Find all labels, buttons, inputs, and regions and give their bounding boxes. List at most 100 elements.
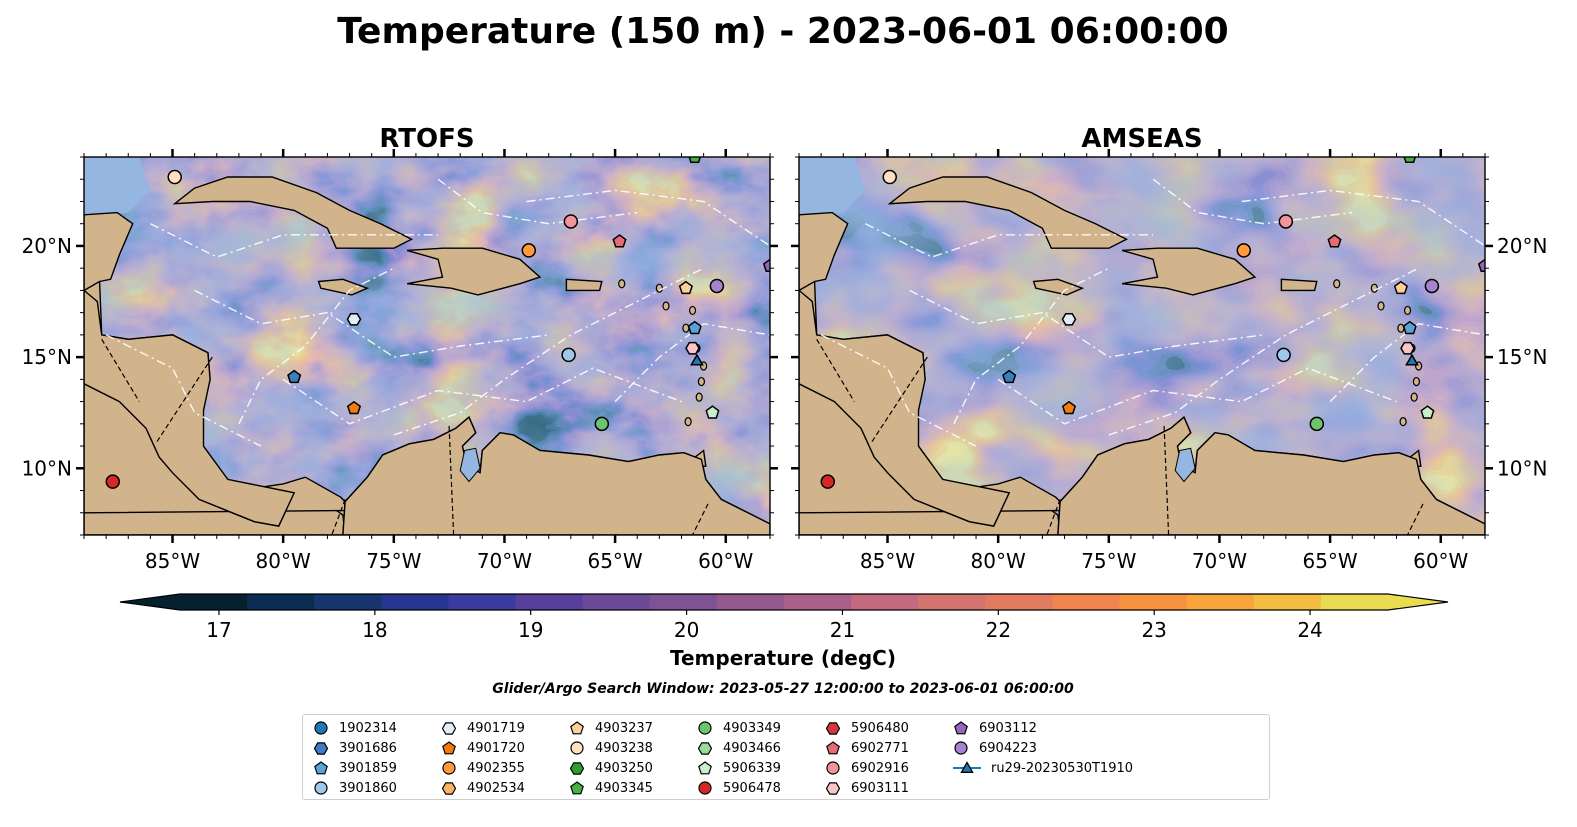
land-hispaniola bbox=[406, 247, 542, 296]
legend-label: 5906480 bbox=[851, 720, 909, 736]
observation-marker bbox=[1309, 416, 1325, 432]
legend-marker-icon bbox=[441, 722, 457, 735]
lat-tick-label: 20°N bbox=[1497, 234, 1547, 258]
boundary-line bbox=[150, 223, 439, 258]
figure-title: Temperature (150 m) - 2023-06-01 06:00:0… bbox=[337, 11, 1228, 52]
colorbar-segment bbox=[1186, 594, 1255, 610]
lon-tick-label: 70°W bbox=[1192, 549, 1247, 573]
land-central-america bbox=[84, 289, 296, 527]
legend-marker-icon bbox=[442, 761, 456, 775]
observation-marker bbox=[1061, 400, 1077, 415]
legend-label: 5906339 bbox=[723, 760, 781, 776]
country-border bbox=[1046, 499, 1061, 535]
lon-tick-label: 75°W bbox=[1081, 549, 1136, 573]
legend-marker-icon bbox=[953, 761, 981, 773]
legend-label: 4903237 bbox=[595, 720, 653, 736]
boundary-line bbox=[526, 189, 770, 247]
colorbar-extend-max bbox=[1388, 594, 1448, 610]
boundary-line bbox=[614, 323, 770, 403]
legend-marker-icon bbox=[314, 761, 328, 775]
legend-marker-icon bbox=[313, 742, 329, 755]
legend-marker-icon bbox=[954, 721, 968, 735]
colorbar-segment bbox=[1052, 594, 1121, 610]
observation-marker bbox=[678, 280, 693, 295]
boundary-line bbox=[393, 267, 704, 436]
legend-item: 4903466 bbox=[697, 738, 781, 758]
land-jamaica bbox=[317, 278, 370, 296]
observation-marker bbox=[1276, 347, 1291, 363]
country-border bbox=[448, 425, 455, 535]
colorbar-segment bbox=[247, 594, 315, 610]
legend-marker-icon bbox=[698, 761, 712, 775]
legend-item: 3901859 bbox=[313, 758, 397, 778]
colorbar-tick-label: 19 bbox=[518, 618, 543, 642]
observation-marker bbox=[287, 369, 302, 384]
observation-marker bbox=[167, 169, 182, 185]
legend-item: 4902355 bbox=[441, 758, 525, 778]
observation-marker bbox=[762, 258, 770, 272]
country-border bbox=[101, 338, 140, 402]
boundary-line bbox=[1241, 189, 1485, 247]
legend-marker-icon bbox=[570, 741, 584, 755]
boundary-line bbox=[1329, 323, 1485, 403]
legend-marker-icon bbox=[825, 722, 841, 735]
observation-marker bbox=[820, 474, 836, 489]
legend-label: 3901859 bbox=[339, 760, 397, 776]
observation-marker bbox=[685, 341, 700, 355]
gulf-region bbox=[799, 157, 866, 215]
legend-item: 4903345 bbox=[569, 778, 653, 798]
observation-marker bbox=[105, 474, 121, 489]
colorbar-segment bbox=[918, 594, 986, 610]
legend-marker-icon bbox=[314, 781, 328, 795]
land-cuba bbox=[887, 176, 1129, 249]
lon-tick-label: 65°W bbox=[1302, 549, 1357, 573]
island bbox=[682, 323, 690, 333]
legend-label: 4903250 bbox=[595, 760, 653, 776]
island bbox=[1397, 323, 1405, 333]
legend-label: ru29-20230530T1910 bbox=[991, 760, 1134, 776]
country-border bbox=[156, 356, 213, 442]
legend-item: 6903112 bbox=[953, 718, 1037, 738]
colorbar-extend-min bbox=[120, 594, 180, 610]
legend-label: 4901719 bbox=[467, 720, 525, 736]
island bbox=[1403, 305, 1412, 316]
legend-label: 4903345 bbox=[595, 780, 653, 796]
legend-marker-icon bbox=[697, 742, 713, 755]
legend-item: 5906478 bbox=[697, 778, 781, 798]
rtofs-map-panel: RTOFS 85°W 80°W 75°W 70°W 65°W 60°W 10°N 15°N 20°… bbox=[22, 124, 778, 573]
lon-tick-label: 60°W bbox=[1413, 549, 1468, 573]
legend: 1902314 3901686 3901859 3901860 4901719 49017… bbox=[302, 714, 1270, 800]
legend-item: 5906339 bbox=[697, 758, 781, 778]
lat-tick-label: 10°N bbox=[1497, 456, 1547, 480]
colorbar-segment bbox=[314, 594, 382, 610]
legend-label: 1902314 bbox=[339, 720, 397, 736]
observation-marker bbox=[709, 278, 725, 294]
legend-marker-icon bbox=[954, 741, 968, 755]
colorbar-tick-label: 22 bbox=[986, 618, 1011, 642]
land-yucatan bbox=[84, 211, 134, 292]
legend-marker-icon bbox=[569, 762, 585, 775]
lon-tick-label: 65°W bbox=[587, 549, 642, 573]
panel-title: AMSEAS bbox=[1081, 124, 1202, 154]
observation-marker bbox=[346, 312, 362, 326]
legend-label: 6903112 bbox=[979, 720, 1037, 736]
colorbar-segment bbox=[784, 594, 852, 610]
observation-marker bbox=[882, 169, 897, 185]
boundary-line bbox=[105, 334, 262, 447]
colorbar-segment bbox=[985, 594, 1053, 610]
colorbar-segment bbox=[716, 594, 785, 610]
legend-item: 4903238 bbox=[569, 738, 653, 758]
legend-item: 4902534 bbox=[441, 778, 525, 798]
colorbar-segment bbox=[180, 594, 248, 610]
lon-tick-label: 60°W bbox=[698, 549, 753, 573]
country-border bbox=[331, 499, 346, 535]
boundary-line bbox=[820, 334, 977, 447]
colorbar-segment bbox=[448, 594, 517, 610]
lon-tick-label: 85°W bbox=[860, 549, 915, 573]
country-border bbox=[1163, 425, 1170, 535]
observation-marker bbox=[1424, 278, 1440, 294]
legend-label: 6903111 bbox=[851, 780, 909, 796]
legend-marker-icon bbox=[826, 741, 840, 755]
colorbar-segment bbox=[582, 594, 651, 610]
